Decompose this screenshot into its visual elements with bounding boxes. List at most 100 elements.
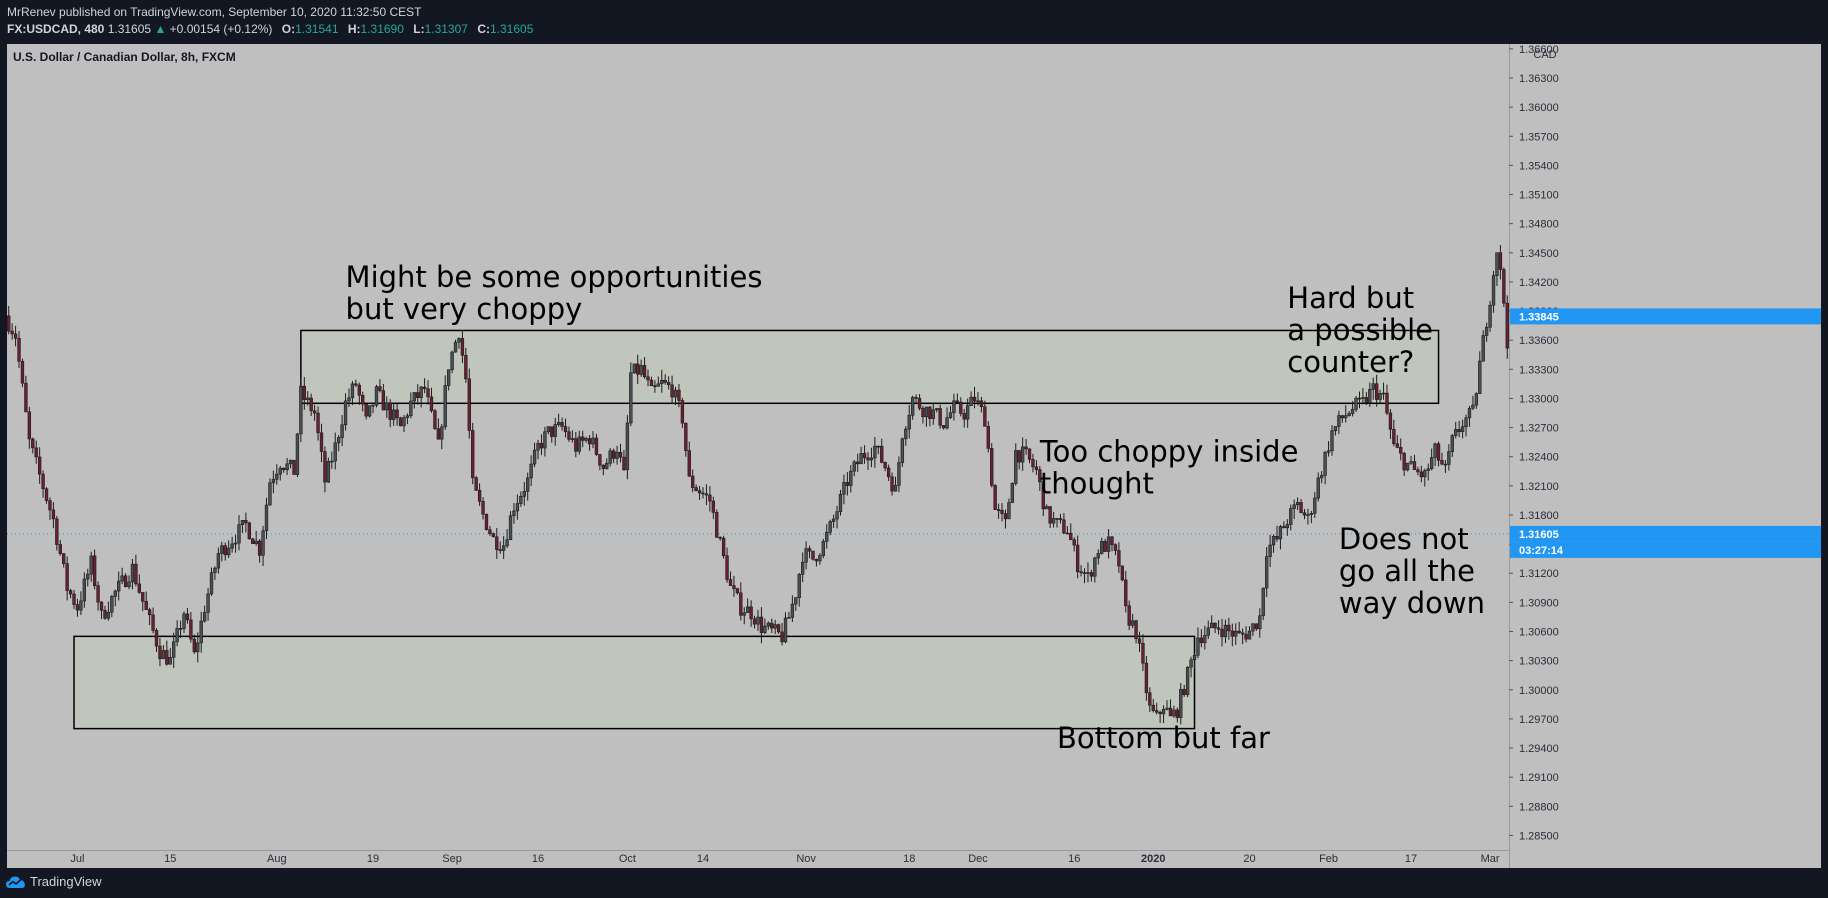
candle-body (62, 553, 66, 564)
candle-body (1399, 447, 1403, 454)
annotation-choppy[interactable]: Might be some opportunities but very chop… (346, 260, 763, 326)
candle-body (1385, 392, 1389, 414)
symbol-label[interactable]: FX:USDCAD, 480 (7, 22, 105, 36)
candle-body (1440, 460, 1444, 465)
candle-body (1395, 443, 1399, 448)
candle-body (1034, 466, 1039, 470)
candle-body (230, 543, 234, 549)
chart-title: U.S. Dollar / Canadian Dollar, 8h, FXCM (13, 50, 236, 64)
candle-body (873, 445, 877, 459)
candle-body (1412, 461, 1417, 470)
candle-body (326, 461, 331, 483)
candle-body (852, 461, 856, 472)
candle-body (721, 537, 726, 557)
candle-body (680, 400, 685, 424)
candle-body (1213, 622, 1217, 629)
candle-body (1292, 504, 1296, 509)
open-value: 1.31541 (295, 22, 339, 36)
candle-body (1302, 512, 1307, 516)
candle-body (299, 385, 303, 435)
candle-body (632, 363, 636, 374)
price-tick-label: 1.30300 (1519, 656, 1559, 668)
candle-body (453, 341, 458, 353)
candle-body (728, 579, 733, 586)
candle-body (1368, 389, 1372, 404)
candle-body (694, 487, 698, 491)
candle-body (625, 422, 630, 471)
candle-body (660, 379, 664, 385)
annotation-too-choppy[interactable]: Too choppy inside thought (1039, 435, 1299, 501)
time-axis-background[interactable] (7, 850, 1509, 868)
candle-body (900, 438, 905, 463)
price-axis-background[interactable] (1509, 44, 1821, 868)
candle-body (388, 402, 392, 420)
candle-body (92, 555, 97, 586)
candle-body (646, 376, 650, 381)
candle-body (756, 616, 760, 625)
candle-body (1106, 536, 1111, 552)
candle-body (869, 457, 874, 461)
candle-body (495, 536, 499, 550)
candle-body (742, 612, 746, 616)
candle-body (831, 518, 836, 522)
candle-body (275, 473, 279, 480)
candle-body (1072, 539, 1076, 546)
candle-body (412, 392, 416, 402)
candle-body (48, 500, 52, 511)
chart-header: MrRenev published on TradingView.com, Se… (0, 0, 1828, 44)
candle-body (244, 520, 248, 524)
candle-body (292, 459, 296, 475)
tradingview-logo[interactable]: TradingView (6, 874, 102, 889)
tradingview-brand: TradingView (30, 874, 102, 889)
candle-body (752, 618, 757, 625)
price-tick-label: 1.30900 (1519, 597, 1559, 609)
candle-body (512, 510, 516, 517)
candle-body (990, 448, 994, 486)
candle-body (1127, 605, 1131, 626)
candle-body (983, 406, 987, 427)
candle-body (636, 363, 640, 375)
candle-body (849, 470, 853, 486)
candle-body (481, 501, 485, 515)
candle-body (141, 592, 145, 602)
candle-body (1130, 620, 1135, 626)
time-tick-label: Feb (1319, 853, 1338, 865)
candle-body (1175, 709, 1179, 718)
candle-body (965, 405, 970, 420)
candle-body (821, 541, 825, 556)
candle-body (807, 548, 812, 552)
candle-body (1144, 662, 1149, 694)
candle-body (151, 614, 155, 631)
time-tick-label: 14 (697, 853, 709, 865)
candle-body (422, 386, 427, 390)
candle-body (1378, 392, 1382, 400)
price-chart[interactable]: U.S. Dollar / Canadian Dollar, 8h, FXCM 1… (7, 44, 1821, 868)
candle-body (381, 390, 386, 411)
candle-body (563, 426, 568, 433)
annotation-hard-counter[interactable]: Hard but a possible counter? (1287, 281, 1433, 379)
candle-body (1182, 689, 1186, 695)
upper-range-box[interactable] (300, 329, 1440, 405)
candle-body (567, 431, 571, 440)
candle-body (670, 384, 674, 398)
candle-body (27, 411, 32, 440)
annotation-not-all-way[interactable]: Does not go all the way down (1339, 522, 1485, 620)
candle-body (897, 462, 901, 486)
lower-range-box[interactable] (73, 635, 1196, 730)
price-tick-label: 1.33000 (1519, 393, 1559, 405)
candle-body (1027, 448, 1032, 460)
candle-body (385, 402, 389, 411)
candle-body (106, 611, 111, 619)
candle-body (1055, 518, 1059, 520)
annotation-bottom-line: Bottom but far (1057, 721, 1270, 755)
candle-body (1082, 572, 1087, 574)
candle-body (1426, 468, 1430, 471)
candle-body (862, 453, 867, 459)
annotation-bottom[interactable]: Bottom but far (1057, 721, 1270, 755)
candle-body (1505, 302, 1509, 349)
chart-area[interactable]: U.S. Dollar / Canadian Dollar, 8h, FXCM 1… (7, 44, 1821, 873)
candle-body (144, 601, 148, 610)
candle-body (1316, 477, 1320, 499)
time-tick-label: 16 (532, 853, 544, 865)
candle-body (419, 386, 423, 398)
